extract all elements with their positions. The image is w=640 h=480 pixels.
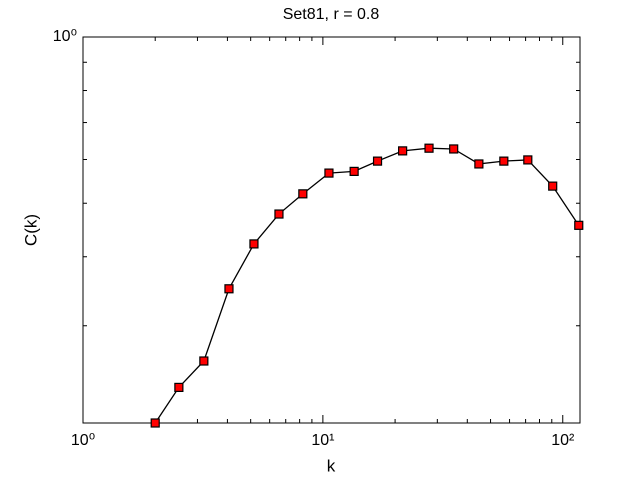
y-tick-label: 10⁰ bbox=[53, 28, 77, 45]
y-axis-label: C(k) bbox=[21, 214, 40, 246]
data-point bbox=[298, 189, 308, 199]
data-point bbox=[174, 382, 184, 393]
data-point bbox=[372, 156, 383, 166]
data-point bbox=[224, 284, 234, 294]
data-point bbox=[398, 146, 408, 156]
x-tick-label: 10² bbox=[551, 432, 575, 449]
x-axis-label: k bbox=[327, 456, 336, 475]
data-point bbox=[199, 356, 209, 366]
data-point bbox=[523, 155, 533, 165]
x-tick-label: 10¹ bbox=[311, 432, 334, 449]
data-point bbox=[574, 220, 584, 230]
data-point bbox=[249, 239, 259, 249]
data-point bbox=[449, 144, 459, 154]
chart-title: Set81, r = 0.8 bbox=[283, 6, 380, 23]
axes-box bbox=[82, 36, 581, 424]
data-point bbox=[548, 181, 558, 191]
data-point bbox=[274, 209, 284, 219]
data-point bbox=[499, 156, 509, 166]
x-tick-label: 10⁰ bbox=[71, 432, 95, 449]
data-point bbox=[424, 143, 434, 153]
data-point bbox=[474, 159, 484, 169]
data-point bbox=[150, 418, 160, 428]
data-point bbox=[324, 168, 334, 178]
data-point bbox=[349, 166, 359, 176]
